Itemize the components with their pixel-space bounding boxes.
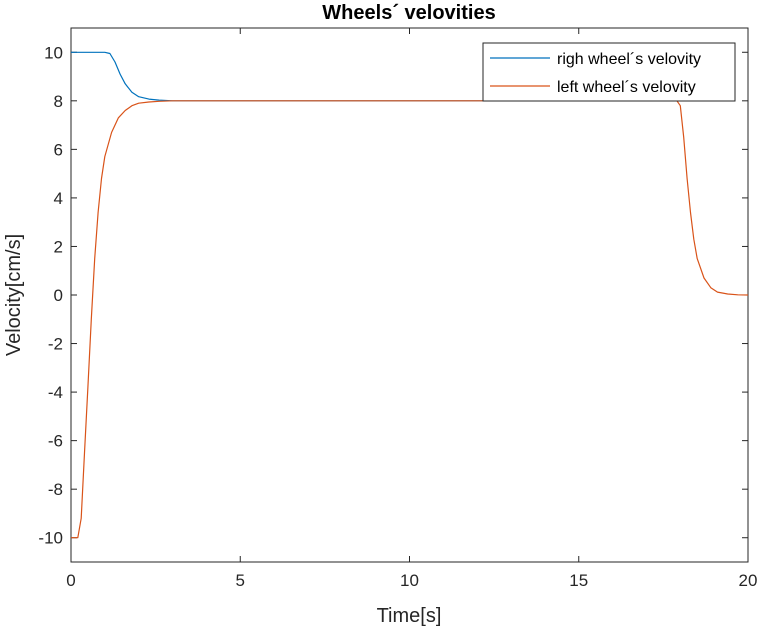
x-axis-label: Time[s] xyxy=(377,605,442,627)
y-tick-label: -8 xyxy=(48,480,63,499)
chart-title: Wheels´ velovities xyxy=(322,2,495,24)
y-tick-label: -10 xyxy=(38,529,63,548)
y-tick-label: 4 xyxy=(54,189,63,208)
series-line-2 xyxy=(71,100,749,539)
x-tick-label: 10 xyxy=(400,571,419,590)
x-tick-label: 0 xyxy=(66,571,75,590)
legend-label: left wheel´s velovity xyxy=(557,79,696,96)
y-tick-label: 10 xyxy=(44,43,63,62)
axis-ticks: 0 5 10 15 20 -10 -8 -6 -4 -2 0 2 4 6 8 10 xyxy=(38,28,757,590)
x-tick-label: 15 xyxy=(569,571,588,590)
legend-box xyxy=(482,42,736,102)
y-tick-label: 2 xyxy=(54,237,63,256)
y-tick-label: 0 xyxy=(54,286,63,305)
x-tick-label: 20 xyxy=(739,571,758,590)
y-tick-label: -6 xyxy=(48,432,63,451)
y-tick-label: 8 xyxy=(54,92,63,111)
plot-area xyxy=(70,27,749,563)
legend: righ wheel´s velovity left wheel´s velovi… xyxy=(482,42,736,102)
y-tick-label: 6 xyxy=(54,140,63,159)
y-tick-label: -2 xyxy=(48,335,63,354)
y-tick-label: -4 xyxy=(48,383,63,402)
x-tick-label: 5 xyxy=(236,571,245,590)
legend-label: righ wheel´s velovity xyxy=(557,51,701,68)
y-axis-label: Velocity[cm/s] xyxy=(3,234,25,356)
